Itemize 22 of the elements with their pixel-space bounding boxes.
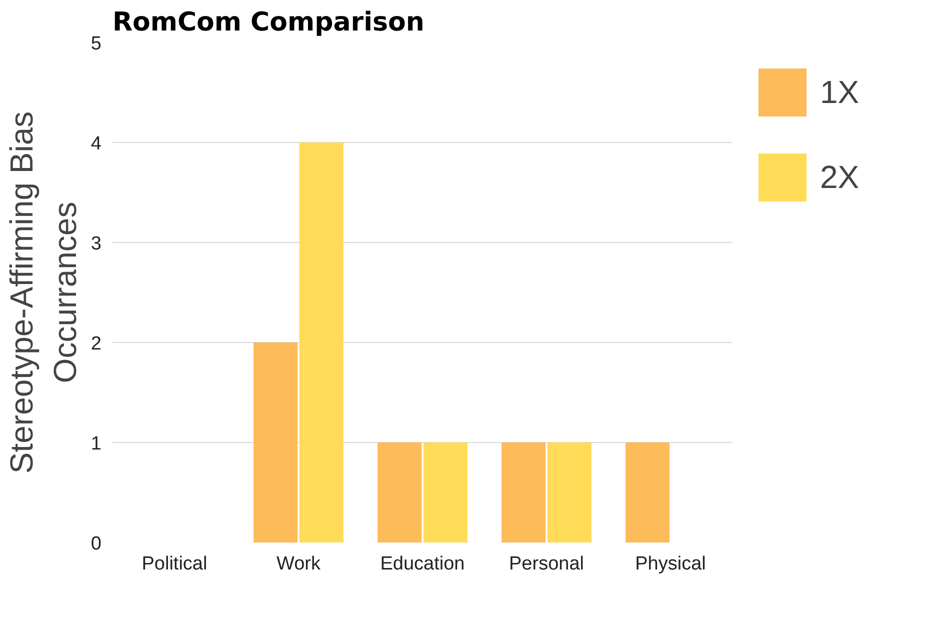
bar bbox=[299, 142, 344, 542]
x-tick-label: Political bbox=[142, 554, 208, 574]
chart-title: RomCom Comparison bbox=[112, 8, 424, 38]
x-tick-label: Education bbox=[380, 554, 465, 574]
legend-label: 1X bbox=[820, 74, 860, 110]
bar bbox=[378, 442, 422, 542]
y-tick-label: 3 bbox=[90, 234, 102, 254]
x-tick-label: Personal bbox=[509, 554, 584, 574]
y-tick-label: 0 bbox=[90, 534, 102, 554]
legend-label: 2X bbox=[820, 158, 860, 196]
x-tick-label: Physical bbox=[635, 554, 706, 574]
bar bbox=[423, 442, 468, 542]
y-tick-label: 5 bbox=[90, 34, 102, 54]
y-axis-title: Stereotype-Affirming Bias Occurrances bbox=[4, 111, 83, 474]
y-tick-label: 1 bbox=[90, 434, 102, 454]
bar bbox=[502, 442, 546, 542]
bar bbox=[547, 442, 592, 542]
bar bbox=[626, 442, 670, 542]
bar bbox=[254, 342, 298, 542]
y-tick-label: 2 bbox=[90, 334, 102, 354]
y-tick-label: 4 bbox=[90, 134, 102, 154]
x-tick-label: Work bbox=[276, 554, 321, 574]
